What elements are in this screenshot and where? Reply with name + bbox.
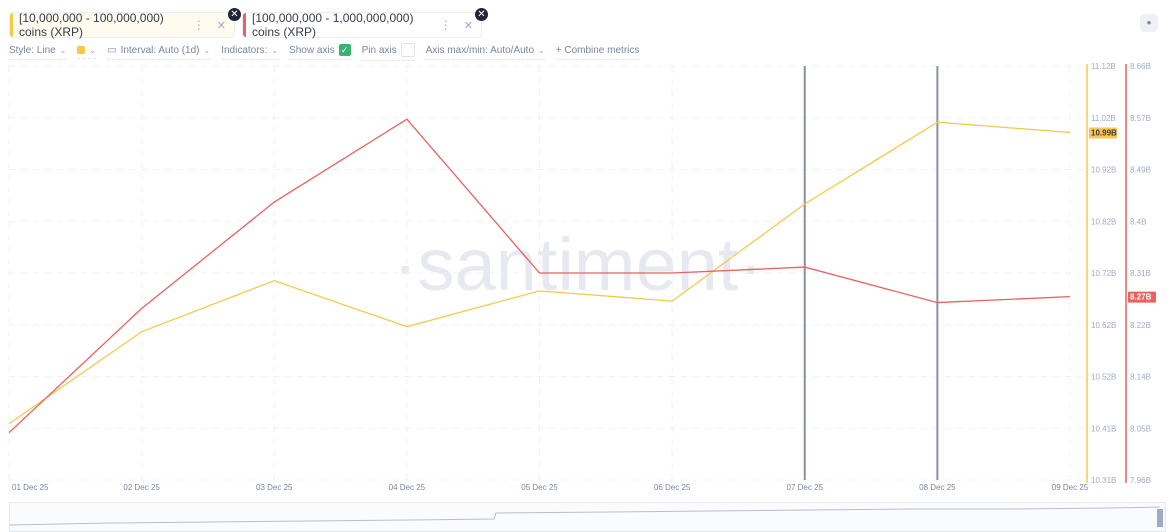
data-point[interactable]	[538, 271, 542, 275]
style-label: Style: Line	[9, 44, 56, 56]
line-chart[interactable]: ·santiment· 01 Dec 25 02 Dec 25 03 Dec 25 0…	[0, 0, 1170, 500]
indicators-dropdown[interactable]: Indicators: ⌄	[221, 44, 279, 60]
chevron-down-icon: ⌄	[89, 45, 97, 55]
data-point[interactable]	[140, 330, 144, 334]
data-point[interactable]	[803, 202, 807, 206]
more-icon[interactable]: ⋮	[192, 18, 205, 32]
settings-button[interactable]: ●	[1140, 14, 1158, 32]
y-tick-label: 8.22B	[1130, 321, 1151, 330]
metric-tag-2[interactable]: [100,000,000 - 1,000,000,000) coins (XRP…	[242, 11, 482, 39]
metric-color-bar	[243, 13, 246, 37]
x-tick-label: 05 Dec 25	[521, 483, 558, 492]
data-point[interactable]	[538, 289, 542, 293]
y-tick-label: 8.49B	[1130, 166, 1151, 175]
x-tick-label: 01 Dec 25	[12, 483, 49, 492]
last-value-badge	[1128, 291, 1156, 303]
last-value-label: 8.27B	[1130, 293, 1152, 302]
y-tick-label: 7.96B	[1130, 476, 1151, 485]
data-point[interactable]	[670, 299, 674, 303]
data-point[interactable]	[935, 120, 939, 124]
chevron-down-icon: ⌄	[538, 45, 545, 55]
pin-axis-label: Pin axis	[361, 44, 397, 56]
chart-toolbar: Style: Line ⌄ ⌄ ▭ Interval: Auto (1d) ⌄ Ind…	[9, 43, 650, 61]
interval-dropdown[interactable]: ▭ Interval: Auto (1d) ⌄	[107, 44, 211, 60]
series-line-1	[8, 121, 1071, 425]
metric-label: [10,000,000 - 100,000,000) coins (XRP)	[19, 11, 164, 39]
x-tick-label: 08 Dec 25	[919, 483, 956, 492]
metric-label: [100,000,000 - 1,000,000,000) coins (XRP…	[252, 11, 414, 39]
data-point[interactable]	[140, 306, 144, 310]
y-tick-label: 10.92B	[1091, 166, 1116, 175]
y-tick-label: 8.66B	[1130, 62, 1151, 71]
combine-metrics-button[interactable]: + Combine metrics	[555, 44, 640, 60]
data-point[interactable]	[935, 301, 939, 305]
x-tick-label: 04 Dec 25	[389, 483, 426, 492]
pin-axis-toggle[interactable]: Pin axis	[361, 43, 415, 61]
combine-metrics-label: + Combine metrics	[555, 44, 640, 56]
last-value-badge	[1089, 127, 1117, 139]
y-tick-label: 10.31B	[1091, 476, 1116, 485]
y-tick-label: 11.02B	[1091, 114, 1116, 123]
remove-icon[interactable]: ✕	[463, 19, 473, 32]
close-icon[interactable]: ✕	[228, 8, 241, 21]
data-point[interactable]	[1068, 295, 1072, 299]
data-point[interactable]	[670, 271, 674, 275]
close-icon[interactable]: ✕	[475, 8, 488, 21]
data-point[interactable]	[7, 431, 11, 435]
checkbox-checked-icon[interactable]: ✓	[338, 44, 351, 56]
data-point[interactable]	[7, 422, 11, 426]
y-tick-label: 10.52B	[1091, 373, 1116, 382]
data-point[interactable]	[1068, 130, 1072, 134]
data-point[interactable]	[272, 200, 276, 204]
y-tick-label: 10.82B	[1091, 217, 1116, 226]
navigator-handle[interactable]	[1157, 509, 1163, 527]
data-point[interactable]	[405, 117, 409, 121]
metric-color-bar	[10, 13, 13, 37]
y-tick-label: 8.4B	[1130, 217, 1146, 226]
watermark: ·santiment·	[393, 223, 763, 306]
indicators-label: Indicators:	[221, 44, 268, 56]
y-tick-label: 10.62B	[1091, 321, 1116, 330]
x-tick-label: 07 Dec 25	[787, 483, 824, 492]
axis-maxmin-label: Axis max/min: Auto/Auto	[425, 44, 535, 56]
navigator-sparkline	[10, 506, 1163, 527]
y-tick-label: 8.57B	[1130, 114, 1151, 123]
y-tick-label: 8.05B	[1130, 424, 1151, 433]
show-axis-toggle[interactable]: Show axis ✓	[289, 44, 351, 60]
y-tick-label: 8.31B	[1130, 269, 1151, 278]
axis-maxmin-dropdown[interactable]: Axis max/min: Auto/Auto ⌄	[425, 44, 545, 60]
data-point[interactable]	[272, 279, 276, 283]
chevron-down-icon: ⌄	[203, 45, 211, 55]
color-dropdown[interactable]: ⌄	[77, 45, 97, 59]
more-icon[interactable]: ⋮	[439, 18, 452, 32]
show-axis-label: Show axis	[289, 44, 335, 56]
style-dropdown[interactable]: Style: Line ⌄	[9, 44, 67, 60]
y-tick-label: 10.72B	[1091, 269, 1116, 278]
chevron-down-icon: ⌄	[271, 45, 279, 55]
chevron-down-icon: ⌄	[59, 45, 67, 55]
interval-label: Interval: Auto (1d)	[120, 44, 200, 56]
x-tick-label: 06 Dec 25	[654, 483, 691, 492]
series-line-2	[8, 118, 1071, 434]
x-tick-label: 02 Dec 25	[123, 483, 160, 492]
data-point[interactable]	[405, 325, 409, 329]
y-tick-label: 10.41B	[1091, 424, 1116, 433]
navigator[interactable]	[9, 502, 1166, 532]
metric-tag-1[interactable]: [10,000,000 - 100,000,000) coins (XRP) ⋮…	[9, 11, 235, 39]
y-tick-label: 8.14B	[1130, 373, 1151, 382]
remove-icon[interactable]: ✕	[216, 19, 226, 32]
calendar-icon: ▭	[107, 44, 117, 56]
color-swatch	[77, 46, 86, 54]
checkbox[interactable]	[400, 43, 415, 57]
data-point[interactable]	[803, 265, 807, 269]
last-value-label: 10.99B	[1091, 128, 1117, 137]
x-tick-label: 09 Dec 25	[1052, 483, 1089, 492]
x-tick-label: 03 Dec 25	[256, 483, 293, 492]
y-tick-label: 11.12B	[1091, 62, 1116, 71]
